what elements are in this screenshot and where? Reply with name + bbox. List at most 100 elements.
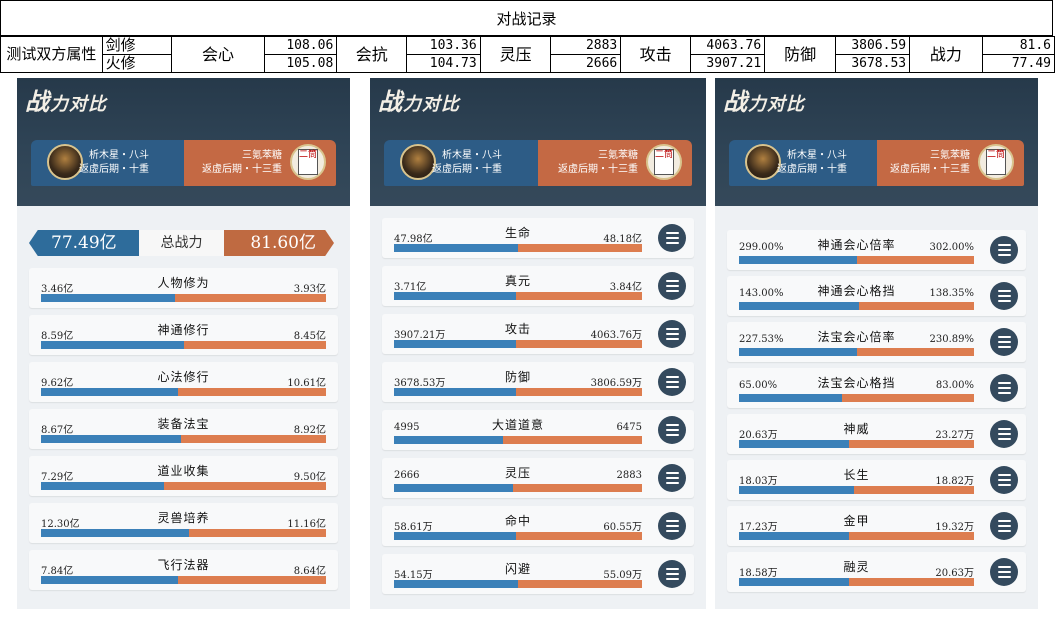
right-player-avatar[interactable]: 二筒: [646, 144, 682, 180]
left-player-avatar[interactable]: [47, 144, 83, 180]
left-bar-fill: [394, 244, 518, 252]
title-char: 战: [25, 87, 50, 116]
right-value: 20.63万: [935, 568, 974, 579]
stat-label[interactable]: 防御: [764, 36, 836, 73]
detail-menu-button[interactable]: [990, 466, 1018, 494]
left-player-name: 析木星・八斗: [442, 150, 502, 161]
right-bar-fill: [177, 388, 326, 396]
combat-power-panel-attributes: 战力对比 析木星・八斗 返虚后期・十重 三氪苯糖 返虚后期・十三重 二筒 47.98亿 生命 4…: [370, 78, 706, 609]
menu-icon-line: [997, 433, 1011, 435]
menu-icon-line: [665, 482, 679, 484]
stat-top-value[interactable]: 81.6: [981, 36, 1055, 55]
comparison-bar: [739, 394, 974, 402]
menu-icon-line: [997, 571, 1011, 573]
menu-icon-line: [665, 530, 679, 532]
left-value: 20.63万: [739, 430, 778, 441]
detail-menu-button[interactable]: [658, 512, 686, 540]
menu-icon-line: [665, 472, 679, 474]
detail-menu-button[interactable]: [990, 420, 1018, 448]
menu-icon-line: [997, 438, 1011, 440]
stat-row: 3907.21万 攻击 4063.76万: [382, 314, 694, 354]
right-bar-fill: [518, 580, 642, 588]
stat-bottom-value[interactable]: 105.08: [263, 54, 338, 73]
left-value: 9.62亿: [41, 378, 74, 389]
stat-top-value[interactable]: 3806.59: [834, 36, 911, 55]
right-player-name: 三氪苯糖: [598, 150, 638, 161]
stat-top-value[interactable]: 108.06: [263, 36, 338, 55]
right-bar-fill: [849, 578, 974, 586]
left-value: 3.46亿: [41, 284, 74, 295]
stat-label[interactable]: 会心: [171, 36, 265, 73]
detail-menu-button[interactable]: [658, 272, 686, 300]
detail-menu-button[interactable]: [990, 558, 1018, 586]
stat-name: 长生: [843, 468, 870, 482]
stat-label[interactable]: 灵压: [479, 36, 552, 73]
stat-name: 灵兽培养: [157, 511, 210, 525]
stat-bottom-value[interactable]: 2666: [550, 54, 622, 73]
right-player-realm: 返虚后期・十三重: [890, 164, 970, 175]
detail-menu-button[interactable]: [658, 224, 686, 252]
side-top-label[interactable]: 剑修: [101, 36, 173, 55]
detail-menu-button[interactable]: [990, 282, 1018, 310]
right-bar-fill: [177, 576, 326, 584]
detail-menu-button[interactable]: [990, 374, 1018, 402]
left-player-card[interactable]: 析木星・八斗 返虚后期・十重: [384, 140, 538, 186]
comparison-bar: [739, 440, 974, 448]
left-bar-fill: [41, 341, 184, 349]
detail-menu-button[interactable]: [990, 328, 1018, 356]
left-value: 8.59亿: [41, 331, 74, 342]
stat-bottom-value[interactable]: 3678.53: [834, 54, 911, 73]
right-value: 19.32万: [935, 522, 974, 533]
detail-menu-button[interactable]: [990, 512, 1018, 540]
stat-name: 神通会心格挡: [817, 284, 896, 298]
right-player-avatar[interactable]: 二筒: [290, 144, 326, 180]
stat-label[interactable]: 战力: [909, 36, 983, 73]
left-player-avatar[interactable]: [400, 144, 436, 180]
left-player-card[interactable]: 析木星・八斗 返虚后期・十重: [31, 140, 184, 186]
left-bar-fill: [41, 529, 190, 537]
comparison-bar: [394, 244, 642, 252]
detail-menu-button[interactable]: [658, 560, 686, 588]
comparison-bar: [394, 436, 642, 444]
right-player-card[interactable]: 三氪苯糖 返虚后期・十三重 二筒: [538, 140, 692, 186]
menu-icon-line: [997, 290, 1011, 292]
stat-label[interactable]: 攻击: [620, 36, 692, 73]
left-bar-fill: [739, 532, 850, 540]
menu-icon-line: [665, 573, 679, 575]
total-power-right: 81.60亿: [224, 230, 334, 256]
detail-menu-button[interactable]: [658, 320, 686, 348]
stat-bottom-value[interactable]: 104.73: [406, 54, 481, 73]
comparison-bar: [394, 484, 642, 492]
left-player-avatar[interactable]: [745, 144, 781, 180]
right-player-card[interactable]: 三氪苯糖 返虚后期・十三重 二筒: [876, 140, 1024, 186]
menu-icon-line: [997, 254, 1011, 256]
stat-top-value[interactable]: 103.36: [406, 36, 481, 55]
side-bottom-label[interactable]: 火修: [101, 54, 173, 73]
comparison-bar: [739, 578, 974, 586]
left-value: 12.30亿: [41, 519, 80, 530]
detail-menu-button[interactable]: [658, 368, 686, 396]
detail-menu-button[interactable]: [658, 416, 686, 444]
stat-bottom-value[interactable]: 77.49: [981, 54, 1055, 73]
left-bar-fill: [739, 440, 850, 448]
left-player-card[interactable]: 析木星・八斗 返虚后期・十重: [729, 140, 877, 186]
title-char: 战: [723, 87, 748, 116]
title-char: 对比: [422, 94, 460, 115]
detail-menu-button[interactable]: [990, 236, 1018, 264]
stat-label[interactable]: 会抗: [336, 36, 408, 73]
mahjong-tile-icon: 二筒: [986, 149, 1006, 175]
right-bar-fill: [856, 348, 974, 356]
stat-top-value[interactable]: 2883: [550, 36, 622, 55]
menu-icon-line: [997, 300, 1011, 302]
comparison-bar: [41, 294, 326, 302]
right-player-avatar[interactable]: 二筒: [978, 144, 1014, 180]
left-bar-fill: [394, 436, 504, 444]
menu-icon-line: [997, 244, 1011, 246]
comparison-bar: [41, 482, 326, 490]
stat-top-value[interactable]: 4063.76: [690, 36, 766, 55]
right-player-card[interactable]: 三氪苯糖 返虚后期・十三重 二筒: [183, 140, 336, 186]
stat-bottom-value[interactable]: 3907.21: [690, 54, 766, 73]
left-value: 18.03万: [739, 476, 778, 487]
row-label[interactable]: 测试双方属性: [0, 36, 103, 73]
detail-menu-button[interactable]: [658, 464, 686, 492]
